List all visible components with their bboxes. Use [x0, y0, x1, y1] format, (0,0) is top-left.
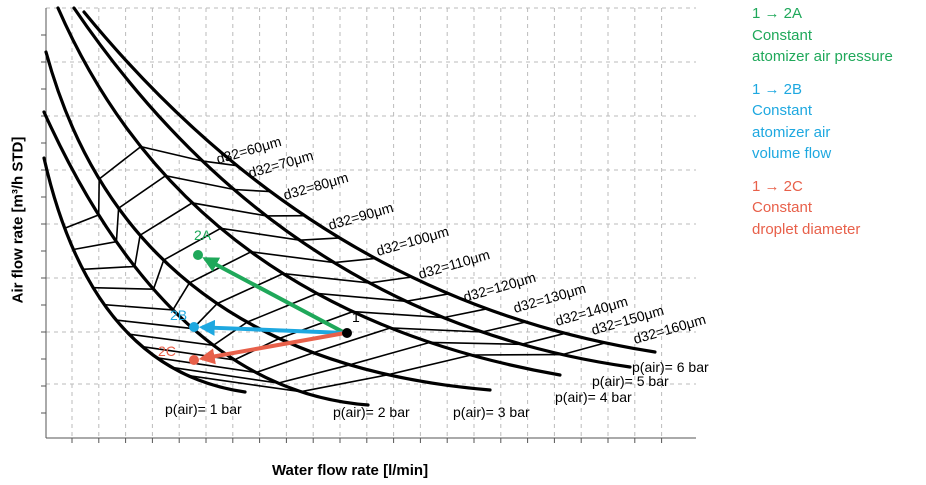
pressure-curve	[44, 50, 492, 392]
pressure-curve-label: p(air)= 1 bar	[165, 401, 242, 417]
legend: 1 → 2A Constant atomizer air pressure 1 …	[752, 3, 924, 251]
pressure-curve	[72, 6, 632, 369]
legend-line: 1 → 2B	[752, 80, 803, 98]
legend-entry-2b: 1 → 2B Constant atomizer air volume flow	[752, 79, 924, 165]
pressure-curve	[42, 156, 247, 394]
legend-line: droplet diameter	[752, 220, 861, 238]
target-point-label: 2A	[194, 227, 212, 243]
x-axis-title: Water flow rate [l/min]	[271, 462, 429, 479]
droplet-diameter-label: d32=110μm	[416, 246, 491, 282]
y-axis-title: Air flow rate [m³/h STD]	[3, 100, 33, 340]
process-arrow	[202, 256, 346, 335]
legend-line: 1 → 2A	[752, 5, 803, 22]
pressure-curves	[42, 6, 657, 407]
process-arrow	[198, 319, 346, 336]
pressure-curve-label: p(air)= 6 bar	[632, 359, 709, 375]
droplet-diameter-line	[142, 308, 488, 361]
droplet-diameter-line	[93, 227, 340, 291]
legend-entry-2a: 1 → 2A Constant atomizer air pressure	[752, 3, 924, 68]
process-arrows	[189, 250, 352, 365]
droplet-diameter-label: d32=90μm	[326, 199, 395, 233]
droplet-diameter-line	[128, 292, 450, 347]
droplet-diameter-line	[116, 272, 412, 330]
y-axis-title-text: Air flow rate [m³/h STD]	[9, 136, 27, 304]
legend-line: Constant	[752, 26, 813, 44]
start-point-label: 1	[352, 309, 360, 325]
pressure-curve	[82, 10, 657, 354]
droplet-diameter-label: d32=100μm	[374, 223, 450, 259]
legend-line: atomizer air	[752, 123, 831, 141]
target-point	[189, 355, 199, 365]
droplet-diameter-label: d32=80μm	[281, 169, 350, 203]
pressure-curve-label: p(air)= 3 bar	[453, 404, 530, 420]
droplet-diameter-line	[156, 321, 526, 374]
axis-ticks	[41, 34, 663, 443]
target-point-label: 2C	[158, 343, 176, 359]
target-point	[189, 322, 199, 332]
droplet-diameter-lines	[64, 145, 606, 393]
start-point	[342, 328, 352, 338]
legend-line: volume flow	[752, 145, 832, 162]
legend-entry-2c: 1 → 2C Constant droplet diameter	[752, 176, 924, 241]
pressure-curve-label: p(air)= 4 bar	[555, 389, 632, 405]
process-arrow	[198, 331, 346, 365]
droplet-diameter-line	[171, 332, 566, 384]
pressure-curve-label: p(air)= 5 bar	[592, 373, 669, 389]
target-point-label: 2B	[170, 307, 187, 323]
droplet-diameter-line	[82, 202, 305, 271]
legend-line: Constant	[752, 102, 813, 119]
target-point	[193, 250, 203, 260]
legend-line: atomizer air pressure	[752, 48, 893, 65]
droplet-diameter-line	[64, 145, 238, 229]
droplet-diameter-line	[73, 174, 271, 251]
pressure-curve	[42, 110, 370, 407]
pressure-curve-label: p(air)= 2 bar	[333, 404, 410, 420]
pressure-curve	[56, 6, 562, 377]
legend-line: 1 → 2C	[752, 177, 803, 195]
legend-line: Constant	[752, 199, 813, 216]
droplet-diameter-line	[187, 342, 606, 393]
